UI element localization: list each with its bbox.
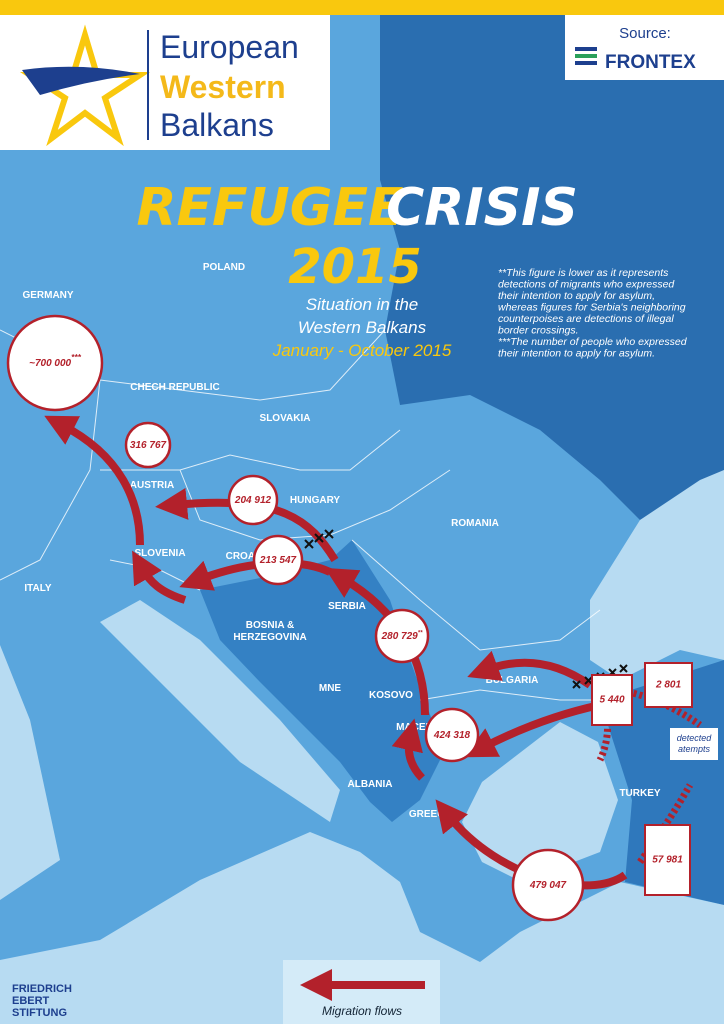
sea	[462, 722, 618, 882]
top-bar	[0, 0, 724, 15]
country-label: CROATIA	[226, 551, 271, 562]
flow-circle	[374, 608, 430, 664]
detected-label: atempts	[678, 744, 711, 754]
source: FRONTEX	[605, 52, 696, 73]
flow-mark: **	[418, 630, 423, 636]
country-label: ITALY	[24, 583, 52, 594]
flow-circle	[511, 848, 585, 922]
fences	[304, 529, 628, 689]
country-label: POLAND	[203, 262, 245, 273]
country-label: AUSTRIA	[130, 480, 174, 491]
detection-value: 57 981	[652, 855, 683, 866]
title: CRISIS	[386, 178, 578, 238]
note: border crossings.	[498, 325, 579, 337]
flow-circle	[124, 421, 172, 469]
flow-value: 479 047	[529, 880, 567, 891]
note: their intention to apply for asylum.	[498, 348, 655, 360]
title-year: 2015	[288, 239, 422, 295]
country-label: GREECE	[409, 809, 452, 820]
flow-value: 213 547	[259, 555, 297, 566]
title: REFUGEE	[136, 178, 403, 238]
flow-value: 280 729**	[381, 630, 423, 642]
ukraine-belarus	[380, 15, 724, 520]
footer-logo: EBERT	[12, 995, 50, 1007]
sea	[590, 470, 724, 680]
flow-mark: ***	[71, 352, 82, 362]
country-label: BOSNIA &	[246, 620, 295, 631]
footer-logo: STIFTUNG	[12, 1007, 67, 1019]
country-label: SERBIA	[328, 601, 366, 612]
flow-value: 280 729	[381, 631, 419, 642]
logo-text: European	[160, 29, 299, 65]
flow-value: 204 912	[234, 495, 272, 506]
note: counterpoises are detections of illegal	[498, 313, 674, 325]
sea	[100, 600, 340, 822]
note: **This figure is lower as it represents	[498, 267, 669, 279]
note: their intention to apply for asylum,	[498, 290, 655, 302]
flow-value: 316 767	[130, 440, 167, 451]
flow-value: 213 547	[259, 555, 297, 566]
detection-box	[644, 824, 691, 896]
detection-value: 2 801	[655, 680, 681, 691]
note: whereas figures for Serbia's neighboring	[498, 302, 686, 314]
subtitle: Situation in the	[306, 295, 418, 314]
country-label: HERZEGOVINA	[233, 632, 306, 643]
flow-circle	[227, 474, 279, 526]
note: ***The number of people who expressed	[498, 336, 688, 348]
flow-value: 316 767	[130, 440, 167, 451]
country-label: MNE	[319, 683, 342, 694]
logo-text: Balkans	[160, 107, 274, 143]
flow-value: 424 318	[433, 730, 471, 741]
country-label: KOSOVO	[369, 690, 413, 701]
source-label: Source:	[619, 25, 671, 42]
flow-value: 479 047	[529, 880, 567, 891]
country-label: SLOVENIA	[134, 548, 185, 559]
country-label: HUNGARY	[290, 495, 341, 506]
barriers	[596, 684, 703, 865]
frontex-icon	[575, 47, 597, 65]
flow-arrows	[44, 415, 628, 890]
flow-value: 424 318	[433, 730, 471, 741]
country-label: GERMANY	[22, 290, 73, 301]
flow-value: ~700 000***	[29, 352, 82, 368]
sea	[0, 832, 724, 1024]
logo-text: Western	[160, 69, 286, 105]
logo-star	[19, 24, 151, 147]
country-label: BULGARIA	[486, 675, 539, 686]
flow-value: 204 912	[234, 495, 272, 506]
sea	[0, 645, 60, 900]
flow-value: ~700 000	[29, 358, 71, 369]
country-label: TURKEY	[619, 788, 660, 799]
country-label: CHECH REPUBLIC	[130, 382, 219, 393]
flow-circle	[252, 534, 304, 586]
detection-box	[644, 662, 693, 708]
detection-box	[591, 674, 633, 726]
detected-box	[670, 728, 718, 760]
country-label: SLOVAKIA	[260, 413, 311, 424]
note: detections of migrants who expressed	[498, 279, 675, 291]
country-label: ALBANIA	[348, 779, 393, 790]
footer-logo: FRIEDRICH	[12, 983, 72, 995]
flow-circle	[424, 707, 480, 763]
detection-value: 5 440	[599, 695, 624, 706]
subtitle: Western Balkans	[298, 318, 427, 337]
detected-label: detected	[677, 733, 713, 743]
country-label: ROMANIA	[451, 518, 499, 529]
flow-circle	[6, 314, 104, 412]
period: January - October 2015	[272, 341, 452, 360]
legend-label: Migration flows	[322, 1004, 402, 1018]
